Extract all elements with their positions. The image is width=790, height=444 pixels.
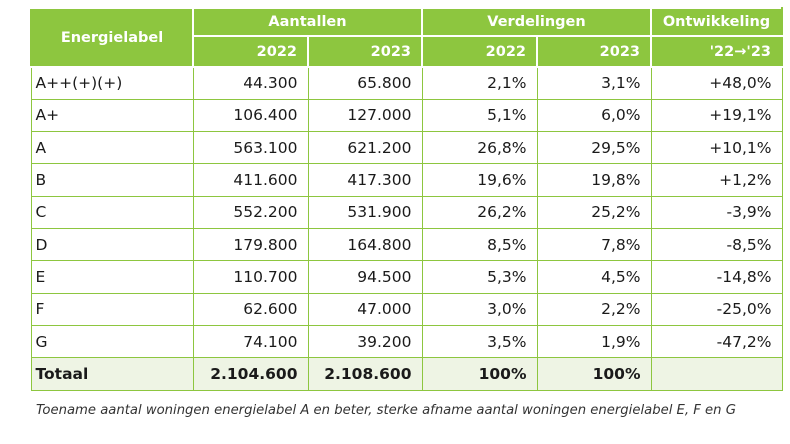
cell-verdelingen-2022: 3,5% (421, 324, 538, 359)
cell-verdelingen-2023: 3,1% (536, 66, 652, 100)
cell-verdelingen-2023: 2,2% (536, 292, 652, 326)
cell-ontwikkeling: +19,1% (650, 98, 783, 133)
cell-aantallen-2022: 179.800 (192, 227, 309, 262)
total-verdelingen-2023: 100% (536, 357, 652, 392)
aantallen-2023-header: 2023 (307, 35, 423, 68)
cell-aantallen-2023: 39.200 (307, 324, 423, 359)
cell-verdelingen-2023: 4,5% (536, 260, 652, 294)
cell-ontwikkeling: +10,1% (650, 131, 783, 165)
cell-aantallen-2022: 106.400 (192, 98, 309, 133)
total-aantallen-2023: 2.108.600 (307, 357, 423, 392)
cell-verdelingen-2023: 19,8% (536, 163, 652, 197)
verdelingen-2022-header: 2022 (421, 35, 538, 68)
cell-ontwikkeling: -47,2% (650, 324, 783, 359)
cell-verdelingen-2023: 6,0% (536, 98, 652, 133)
cell-aantallen-2022: 110.700 (192, 260, 309, 294)
cell-aantallen-2022: 44.300 (192, 66, 309, 100)
cell-verdelingen-2023: 25,2% (536, 195, 652, 229)
total-ontwikkeling (650, 357, 783, 392)
cell-aantallen-2023: 164.800 (307, 227, 423, 262)
cell-aantallen-2023: 127.000 (307, 98, 423, 133)
cell-verdelingen-2022: 26,2% (421, 195, 538, 229)
cell-label: G (30, 324, 194, 359)
total-row: Totaal 2.104.600 2.108.600 100% 100% (30, 357, 783, 392)
cell-label: D (30, 227, 194, 262)
cell-ontwikkeling: -3,9% (650, 195, 783, 229)
total-verdelingen-2022: 100% (421, 357, 538, 392)
total-aantallen-2022: 2.104.600 (192, 357, 309, 392)
cell-label: A++(+)(+) (30, 66, 194, 100)
cell-label: E (30, 260, 194, 294)
table-row: D 179.800 164.800 8,5% 7,8% -8,5% (30, 227, 783, 262)
table-row: B 411.600 417.300 19,6% 19,8% +1,2% (30, 163, 783, 197)
cell-verdelingen-2023: 29,5% (536, 131, 652, 165)
cell-ontwikkeling: +1,2% (650, 163, 783, 197)
header-group-row: Energielabel Aantallen Verdelingen Ontwi… (30, 7, 783, 68)
cell-label: B (30, 163, 194, 197)
table-row: A++(+)(+) 44.300 65.800 2,1% 3,1% +48,0% (30, 66, 783, 100)
cell-aantallen-2023: 417.300 (307, 163, 423, 197)
cell-verdelingen-2022: 3,0% (421, 292, 538, 326)
cell-ontwikkeling: +48,0% (650, 66, 783, 100)
cell-verdelingen-2022: 26,8% (421, 131, 538, 165)
cell-aantallen-2022: 411.600 (192, 163, 309, 197)
cell-ontwikkeling: -25,0% (650, 292, 783, 326)
table-caption: Toename aantal woningen energielabel A e… (36, 403, 736, 418)
cell-aantallen-2023: 621.200 (307, 131, 423, 165)
aantallen-2022-header: 2022 (192, 35, 309, 68)
aantallen-group-header: Aantallen (192, 7, 423, 37)
cell-verdelingen-2022: 5,3% (421, 260, 538, 294)
cell-aantallen-2023: 94.500 (307, 260, 423, 294)
cell-label: A (30, 131, 194, 165)
cell-aantallen-2022: 62.600 (192, 292, 309, 326)
cell-label: A+ (30, 98, 194, 133)
table-row: E 110.700 94.500 5,3% 4,5% -14,8% (30, 260, 783, 294)
ontwikkeling-group-header: Ontwikkeling (650, 7, 783, 37)
cell-verdelingen-2022: 8,5% (421, 227, 538, 262)
cell-label: F (30, 292, 194, 326)
header-year-row: 2022 2023 2022 2023 '22→'23 (31, 35, 783, 68)
table-row: C 552.200 531.900 26,2% 25,2% -3,9% (30, 195, 783, 229)
cell-ontwikkeling: -14,8% (650, 260, 783, 294)
cell-verdelingen-2022: 19,6% (421, 163, 538, 197)
energielabel-column-header: Energielabel (30, 7, 194, 68)
cell-aantallen-2022: 563.100 (192, 131, 309, 165)
cell-aantallen-2023: 531.900 (307, 195, 423, 229)
verdelingen-2023-header: 2023 (536, 35, 652, 68)
table-row: A+ 106.400 127.000 5,1% 6,0% +19,1% (30, 98, 783, 133)
cell-aantallen-2023: 47.000 (307, 292, 423, 326)
cell-verdelingen-2022: 2,1% (421, 66, 538, 100)
cell-verdelingen-2022: 5,1% (421, 98, 538, 133)
cell-aantallen-2022: 552.200 (192, 195, 309, 229)
total-label: Totaal (30, 357, 194, 392)
verdelingen-group-header: Verdelingen (421, 7, 652, 37)
energy-label-table: Energielabel Aantallen Verdelingen Ontwi… (30, 7, 783, 392)
table-body: A++(+)(+) 44.300 65.800 2,1% 3,1% +48,0% A+ 106… (30, 66, 783, 392)
cell-aantallen-2022: 74.100 (192, 324, 309, 359)
ontwikkeling-period-header: '22→'23 (650, 35, 783, 68)
cell-verdelingen-2023: 7,8% (536, 227, 652, 262)
cell-label: C (30, 195, 194, 229)
table-row: F 62.600 47.000 3,0% 2,2% -25,0% (30, 292, 783, 326)
table-row: A 563.100 621.200 26,8% 29,5% +10,1% (30, 131, 783, 165)
cell-verdelingen-2023: 1,9% (536, 324, 652, 359)
table-row: G 74.100 39.200 3,5% 1,9% -47,2% (30, 324, 783, 359)
cell-aantallen-2023: 65.800 (307, 66, 423, 100)
cell-ontwikkeling: -8,5% (650, 227, 783, 262)
table-header: Energielabel Aantallen Verdelingen Ontwi… (30, 7, 783, 68)
